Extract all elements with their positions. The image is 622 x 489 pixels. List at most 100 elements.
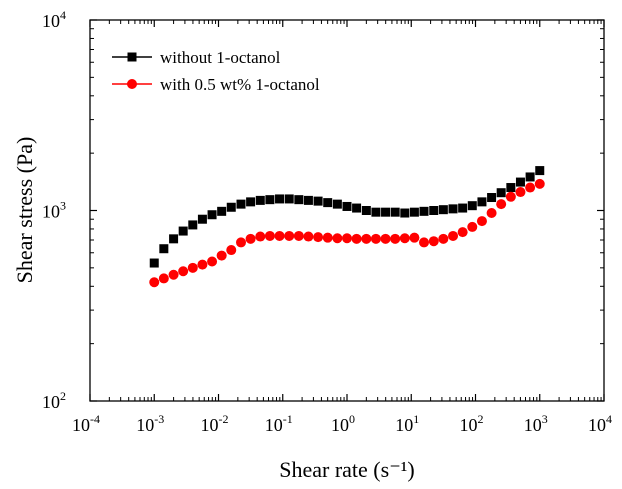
minor-ticks — [90, 20, 604, 401]
data-point — [438, 233, 449, 244]
data-point — [390, 233, 401, 244]
x-tick-label: 10-3 — [136, 412, 164, 435]
data-point — [371, 207, 381, 217]
data-point — [428, 236, 439, 247]
x-axis-title: Shear rate (s⁻¹) — [279, 457, 414, 482]
data-point — [323, 198, 333, 208]
data-point — [370, 233, 381, 244]
data-point — [207, 256, 218, 267]
major-ticks — [89, 19, 605, 402]
data-point — [361, 206, 371, 215]
data-point — [158, 273, 169, 284]
data-point — [467, 201, 477, 211]
data-point — [178, 266, 189, 277]
data-point — [361, 233, 372, 244]
data-point — [409, 207, 419, 217]
data-point — [534, 178, 545, 189]
data-point — [438, 205, 448, 215]
series-layer — [149, 166, 545, 288]
x-tick-label: 101 — [395, 412, 419, 435]
data-point — [458, 203, 468, 213]
data-point — [486, 208, 497, 219]
legend-marker-square — [127, 52, 137, 62]
data-point — [245, 233, 256, 244]
data-point — [506, 183, 516, 193]
x-tick-label: 10-1 — [265, 412, 293, 435]
data-point — [515, 187, 526, 198]
data-point — [390, 207, 400, 217]
data-point — [255, 195, 265, 205]
legend-marker-circle — [127, 79, 137, 89]
series-without-octanol — [149, 166, 545, 268]
data-point — [535, 166, 545, 176]
data-point — [187, 262, 198, 273]
data-point — [216, 250, 227, 261]
y-axis-title: Shear stress (Pa) — [12, 137, 37, 284]
data-point — [487, 193, 497, 203]
data-point — [525, 182, 536, 193]
data-point — [178, 226, 188, 236]
x-tick-label: 100 — [331, 412, 355, 435]
data-point — [275, 194, 285, 204]
data-point — [496, 188, 506, 198]
data-point — [197, 214, 207, 224]
data-point — [274, 230, 285, 241]
data-point — [496, 199, 507, 210]
x-tick-label: 10-4 — [72, 412, 100, 435]
data-point — [236, 237, 247, 248]
data-point — [322, 232, 333, 243]
data-point — [284, 230, 295, 241]
data-point — [467, 221, 478, 232]
data-point — [351, 233, 362, 244]
data-point — [419, 206, 429, 216]
data-point — [313, 196, 323, 206]
data-point — [477, 197, 487, 207]
data-point — [255, 231, 266, 242]
y-tick-label: 102 — [42, 389, 66, 412]
x-tick-label: 103 — [524, 412, 548, 435]
data-point — [207, 210, 217, 220]
data-point — [284, 194, 294, 204]
y-tick-label: 103 — [42, 199, 66, 222]
data-point — [409, 232, 420, 243]
x-tick-label: 102 — [460, 412, 484, 435]
data-point — [149, 258, 159, 268]
data-point — [400, 208, 410, 218]
data-point — [168, 269, 179, 280]
data-point — [246, 197, 256, 207]
data-point — [149, 277, 160, 288]
data-point — [159, 244, 169, 254]
data-point — [342, 233, 352, 244]
data-point — [303, 195, 313, 205]
series-with-octanol — [149, 178, 545, 288]
data-point — [399, 233, 410, 244]
data-point — [264, 230, 275, 241]
data-point — [457, 227, 468, 238]
data-point — [265, 195, 275, 205]
data-point — [476, 216, 487, 227]
x-tick-labels: 10-4 10-3 10-2 10-1 100 101 102 103 104 — [72, 412, 612, 435]
data-point — [448, 204, 458, 214]
y-tick-label: 104 — [42, 8, 66, 31]
data-point — [448, 230, 459, 241]
data-point — [380, 233, 391, 244]
data-point — [294, 195, 304, 205]
data-point — [303, 231, 314, 242]
data-point — [293, 230, 304, 241]
data-point — [332, 233, 343, 244]
data-point — [342, 201, 352, 211]
data-point — [197, 259, 208, 270]
data-point — [515, 177, 525, 187]
data-point — [419, 237, 430, 248]
data-point — [217, 206, 227, 216]
legend: without 1-octanol with 0.5 wt% 1-octanol — [112, 48, 320, 94]
data-point — [236, 199, 246, 209]
x-tick-label: 10-2 — [201, 412, 229, 435]
data-point — [525, 172, 535, 182]
data-point — [169, 234, 179, 244]
data-point — [381, 207, 391, 217]
legend-label-with-octanol: with 0.5 wt% 1-octanol — [160, 75, 320, 94]
data-point — [226, 202, 236, 212]
data-point — [352, 203, 362, 213]
